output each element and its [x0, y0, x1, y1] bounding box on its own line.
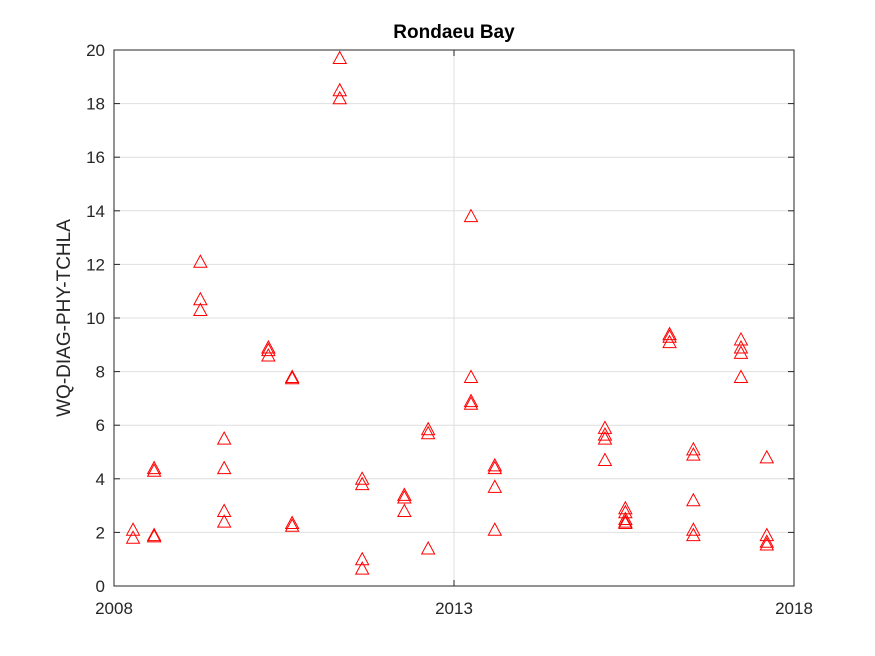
data-point-triangle	[662, 334, 677, 349]
data-point-triangle	[759, 527, 775, 542]
data-point-triangle	[284, 369, 300, 383]
data-point-triangle	[618, 504, 633, 519]
data-point-triangle	[261, 342, 276, 357]
data-point-triangle	[597, 431, 613, 445]
data-point-triangle	[125, 530, 141, 544]
y-tick-label: 18	[86, 95, 105, 114]
data-point-triangle	[618, 515, 633, 530]
data-point-triangle	[216, 514, 232, 528]
data-point-triangle	[618, 514, 633, 528]
x-tick-label: 2018	[775, 599, 813, 618]
data-point-triangle	[332, 82, 348, 97]
data-point-triangle	[759, 534, 775, 548]
data-point-triangle	[397, 490, 412, 504]
data-point-triangle	[146, 460, 162, 475]
data-point-triangle	[487, 522, 503, 536]
data-point-triangle	[284, 515, 300, 530]
data-point-triangle	[284, 370, 300, 385]
y-tick-label: 6	[96, 416, 105, 435]
data-point-triangle	[146, 528, 162, 543]
data-point-triangle	[733, 345, 749, 359]
data-point-triangle	[686, 522, 701, 536]
data-point-triangle	[354, 561, 370, 575]
data-point-triangle	[618, 511, 633, 525]
data-point-triangle	[487, 479, 503, 493]
data-point-triangle	[686, 441, 701, 456]
data-point-triangle	[420, 540, 436, 555]
data-point-triangle	[332, 50, 348, 65]
data-point-triangle	[284, 518, 300, 532]
data-point-triangle	[733, 331, 749, 346]
data-point-triangle	[193, 254, 208, 268]
data-point-triangle	[354, 476, 370, 491]
chart-title: Rondaeu Bay	[393, 22, 515, 43]
data-point-triangle	[125, 522, 141, 536]
data-point-triangle	[420, 425, 436, 440]
y-tick-labels: 0 2 4 6 8 10 12 14 16 18 20	[86, 41, 105, 596]
data-point-triangle	[618, 500, 633, 515]
y-tick-label: 0	[96, 577, 105, 596]
y-tick-label: 16	[86, 148, 105, 167]
data-point-triangle	[216, 460, 232, 475]
y-tick-label: 12	[86, 255, 105, 274]
x-tick-label: 2013	[435, 599, 473, 618]
data-point-triangle	[354, 551, 370, 566]
data-point-triangle	[597, 427, 613, 441]
data-point-triangle	[686, 447, 701, 461]
y-tick-label: 2	[96, 523, 105, 542]
data-point-triangle	[662, 326, 677, 341]
y-tick-label: 10	[86, 309, 105, 328]
data-point-triangle	[216, 503, 232, 517]
x-tick-labels: 2008 2013 2018	[95, 599, 813, 618]
data-point-triangle	[193, 291, 208, 306]
data-point-triangle	[597, 452, 613, 467]
data-point-triangle	[332, 90, 348, 105]
data-point-triangle	[733, 369, 749, 383]
data-point-triangle	[686, 527, 701, 542]
data-point-triangle	[487, 460, 503, 475]
data-point-triangle	[733, 339, 749, 354]
y-tick-label: 4	[96, 470, 105, 489]
data-point-triangle	[463, 393, 479, 408]
data-point-triangle	[146, 527, 162, 542]
data-point-triangle	[597, 420, 613, 434]
data-point-triangle	[354, 471, 370, 485]
y-tick-label: 14	[86, 202, 105, 221]
x-tick-label: 2008	[95, 599, 133, 618]
data-point-triangle	[463, 396, 479, 410]
data-point-triangle	[759, 536, 775, 551]
data-points	[125, 50, 775, 575]
data-point-triangle	[662, 329, 677, 343]
data-point-triangle	[759, 449, 775, 464]
data-point-triangle	[463, 369, 479, 383]
data-point-triangle	[146, 463, 162, 477]
data-point-triangle	[397, 487, 412, 501]
data-point-triangle	[487, 457, 503, 472]
data-point-triangle	[216, 431, 232, 445]
y-axis-label: WQ-DIAG-PHY-TCHLA	[54, 219, 75, 417]
y-tick-label: 20	[86, 41, 105, 60]
data-point-triangle	[261, 339, 276, 354]
tick-marks	[113, 49, 795, 587]
data-point-triangle	[463, 208, 479, 223]
data-point-triangle	[420, 421, 436, 436]
data-point-triangle	[686, 492, 701, 507]
data-point-triangle	[261, 347, 276, 362]
data-point-triangle	[397, 503, 412, 517]
y-tick-label: 8	[96, 363, 105, 382]
data-point-triangle	[193, 302, 208, 316]
